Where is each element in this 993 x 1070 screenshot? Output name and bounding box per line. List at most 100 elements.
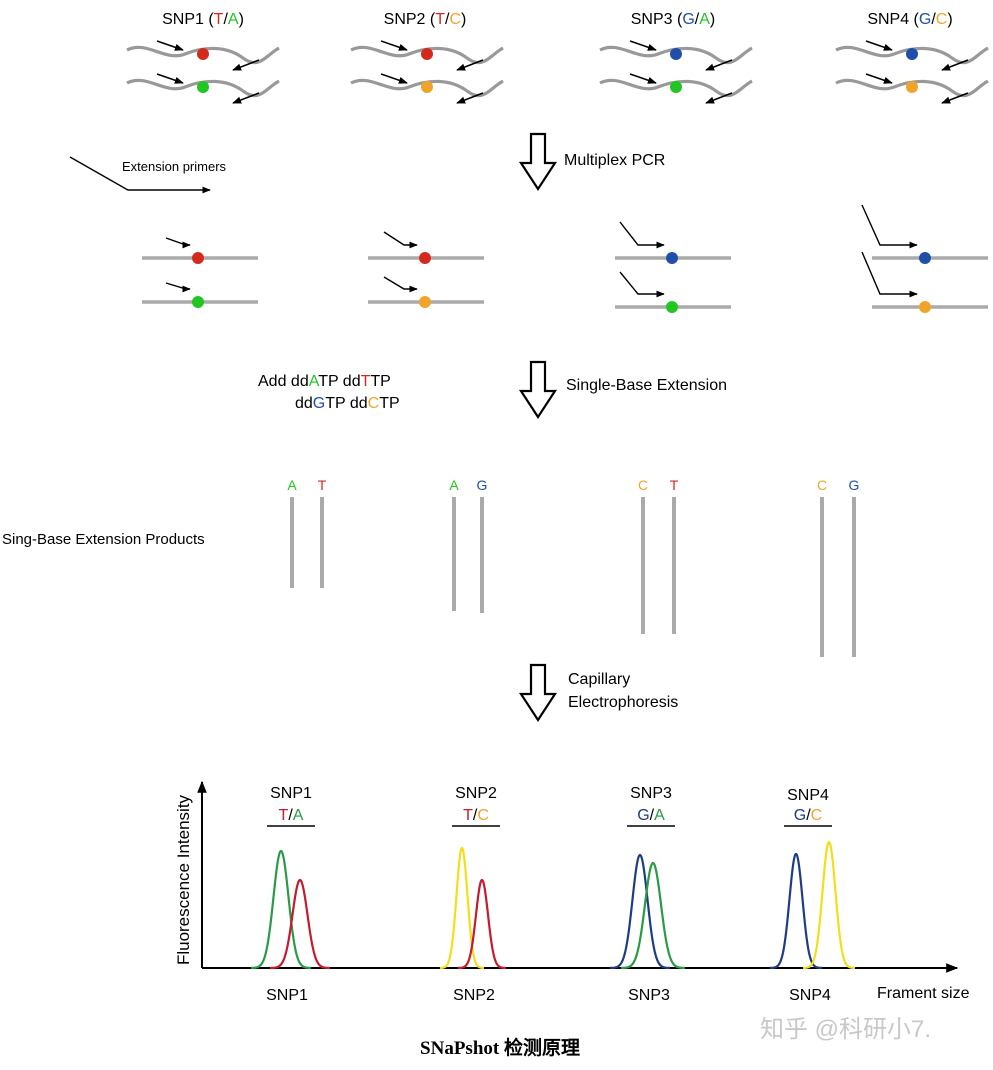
extension-primer-legend: Extension primers [69,156,227,194]
x-tick-label: SNP3 [628,987,670,1004]
x-tick-label: SNP2 [453,987,495,1004]
dna-strand [835,45,989,65]
peak-allele-label: G/C [794,807,822,824]
extension-primer [861,251,918,298]
down-arrow-2 [518,360,558,420]
snp-dot [670,48,682,60]
peak-allele-label: G/A [637,807,665,824]
forward-primer-arrow [156,40,184,51]
snp4-header: SNP4 (G/C) [867,11,952,28]
dna-strand [350,45,504,65]
peak [610,853,670,970]
add-ddntp-line1: Add ddATP ddTTP [258,373,391,390]
snp-dot [919,252,931,264]
snp-dot [197,48,209,60]
snp-dot [192,296,204,308]
reverse-primer-arrow [456,92,484,104]
extension-primer [165,237,191,249]
peak [621,861,685,970]
step-electrophoresis: Electrophoresis [568,694,678,711]
reverse-primer-arrow [456,59,484,71]
peak [270,878,330,970]
x-tick-label: SNP4 [789,987,831,1004]
extension-primer [383,276,418,293]
product-base-C: C [638,477,648,493]
product-base-A: A [449,477,459,493]
down-arrow-1 [518,132,558,192]
product-base-T: T [670,477,679,493]
figure-caption: SNaPshot 检测原理 [420,1036,580,1059]
dna-strand [126,45,280,65]
step-single-base-extension: Single-Base Extension [566,377,727,394]
peaks [250,840,856,970]
reverse-primer-arrow [705,59,733,71]
snp-dot [906,48,918,60]
forward-primer-arrow [380,40,408,51]
down-arrow-3 [518,663,558,723]
snp-dot [670,81,682,93]
peak-snp-label: SNP2 [455,785,497,802]
snp-dot [192,252,204,264]
snp-dot [666,252,678,264]
step-multiplex-pcr: Multiplex PCR [564,152,665,169]
extension-primer [383,231,418,249]
snp-dot [419,296,431,308]
product-base-A: A [287,477,297,493]
products-label: Sing-Base Extension Products [2,531,205,548]
snp-dot [421,48,433,60]
extension-primer [619,221,665,249]
process-arrows [518,132,558,723]
snp3-header: SNP3 (G/A) [631,11,715,28]
snp-dot [919,301,931,313]
extension-primer [619,271,665,298]
forward-primer-arrow [629,40,657,51]
forward-primer-arrow [156,73,184,84]
annealed-templates [142,204,988,313]
forward-primer-arrow [629,73,657,84]
peak [802,840,856,970]
snp1-header: SNP1 (T/A) [162,11,244,28]
peak [769,852,823,970]
extension-primers-label: Extension primers [122,159,227,174]
dna-strand [350,78,504,98]
peak-allele-label: T/A [279,807,304,824]
dna-strand [835,78,989,98]
peak-snp-label: SNP3 [630,785,672,802]
dna-templates [126,40,989,104]
electropherogram: Fluorescence Intensity Frament size SNP1… [174,780,970,1004]
reverse-primer-arrow [705,92,733,104]
product-base-G: G [477,477,488,493]
extension-primer [165,282,191,293]
y-axis-label: Fluorescence Intensity [174,794,193,965]
reverse-primer-arrow [232,92,260,104]
peak [250,849,312,970]
x-axis-label: Frament size [877,985,970,1002]
x-tick-label: SNP1 [266,987,308,1004]
snp-dot [419,252,431,264]
peak-snp-label: SNP4 [787,787,829,804]
forward-primer-arrow [380,73,408,84]
dna-strand [599,45,753,65]
forward-primer-arrow [865,73,893,84]
dna-strand [599,78,753,98]
snp2-header: SNP2 (T/C) [384,11,467,28]
product-base-T: T [318,477,327,493]
snp-dot [197,81,209,93]
forward-primer-arrow [865,40,893,51]
reverse-primer-arrow [232,59,260,71]
peak-snp-label: SNP1 [270,785,312,802]
product-base-C: C [817,477,827,493]
reverse-primer-arrow [941,59,969,71]
step-capillary: Capillary [568,671,630,688]
snp-dot [906,81,918,93]
peak [439,846,485,970]
snp-dot [421,81,433,93]
extension-primer [861,204,918,249]
add-ddntp-line2: ddGTP ddCTP [295,395,400,412]
watermark: 知乎 @科研小7. [760,1016,931,1043]
snp-dot [666,301,678,313]
peak [458,878,506,970]
product-base-G: G [849,477,860,493]
